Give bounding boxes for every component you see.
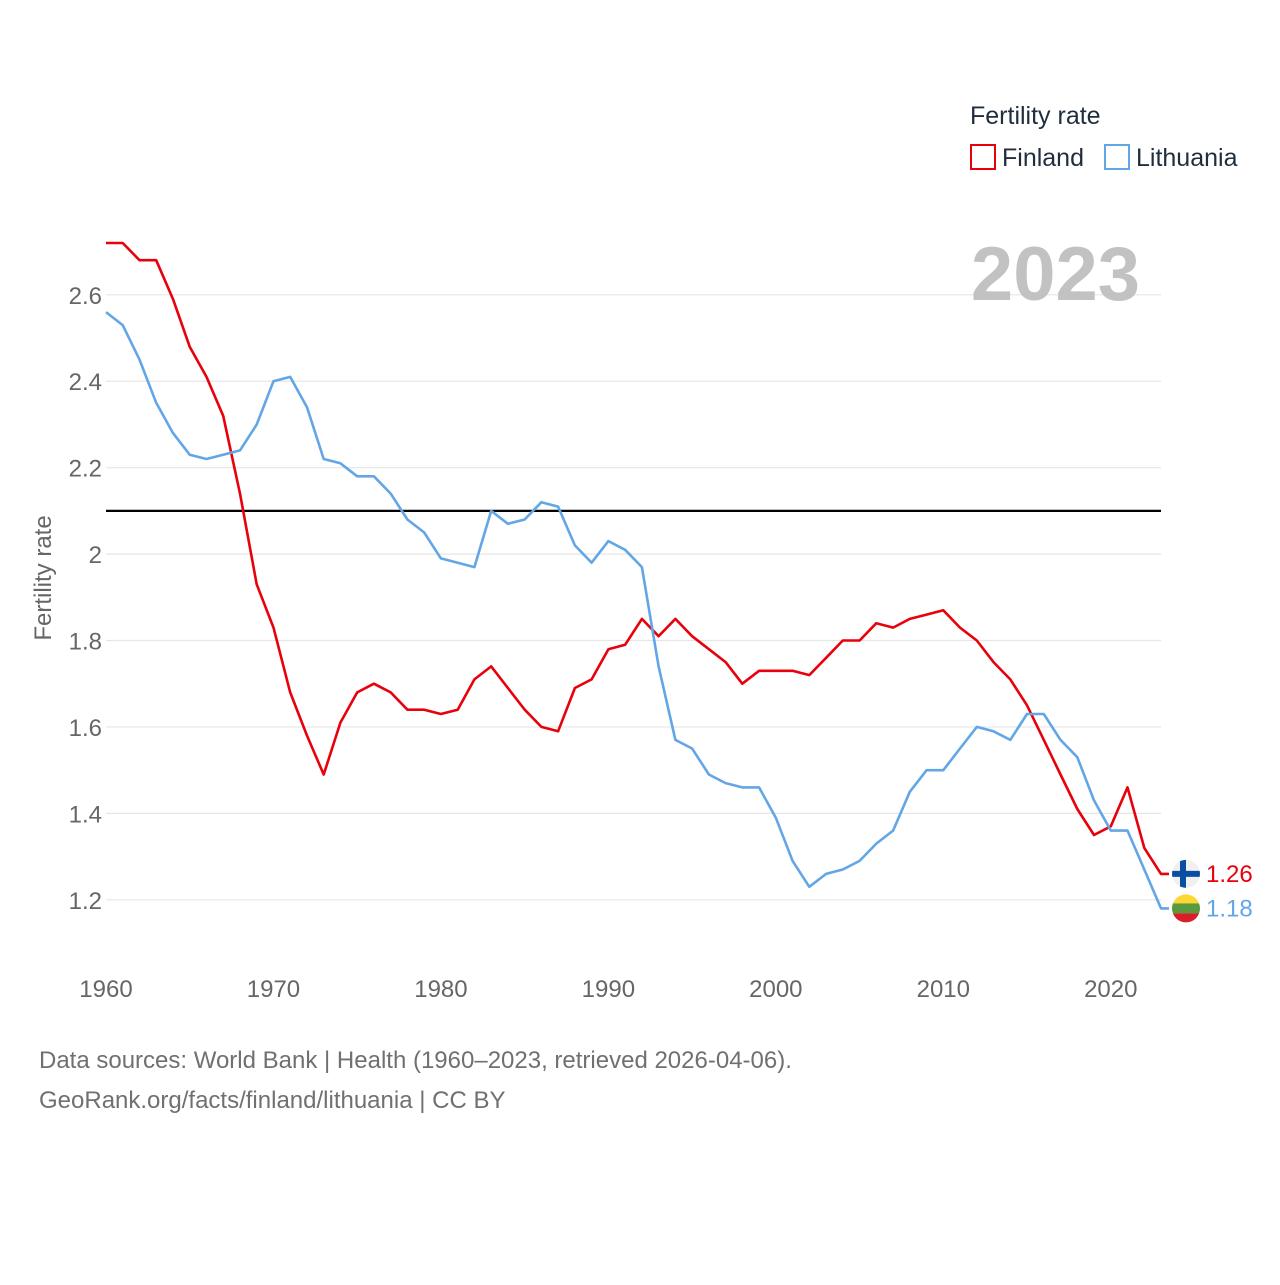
end-markers: 1.26 1.18 xyxy=(1171,859,1253,924)
x-tick-label: 1980 xyxy=(414,976,467,1003)
year-watermark: 2023 xyxy=(971,232,1140,317)
y-tick-label: 2.2 xyxy=(69,456,102,483)
x-tick-label: 2020 xyxy=(1084,976,1137,1003)
end-value-label-lithuania: 1.18 xyxy=(1206,895,1253,922)
legend-swatch-lithuania xyxy=(1105,145,1129,169)
series-line-finland[interactable] xyxy=(106,243,1169,874)
x-tick-label: 1990 xyxy=(582,976,635,1003)
fertility-line-chart: 1.2 1.4 1.6 1.8 2 2.2 2.4 2.6 1960 1970 1980 1990 2… xyxy=(0,0,1280,1280)
gridlines xyxy=(106,295,1161,900)
legend-label-lithuania: Lithuania xyxy=(1136,144,1238,172)
lithuania-flag-icon xyxy=(1171,893,1201,923)
legend-title: Fertility rate xyxy=(970,102,1101,130)
y-tick-label: 2.6 xyxy=(69,283,102,310)
legend-item-finland[interactable]: Finland xyxy=(971,144,1084,172)
y-tick-label: 1.8 xyxy=(69,629,102,656)
finland-flag-icon xyxy=(1171,859,1201,889)
y-tick-label: 2.4 xyxy=(69,369,102,396)
y-tick-label: 1.2 xyxy=(69,888,102,915)
y-tick-label: 1.6 xyxy=(69,715,102,742)
y-axis-ticks: 1.2 1.4 1.6 1.8 2 2.2 2.4 2.6 xyxy=(69,283,102,915)
source-line-1: Data sources: World Bank | Health (1960–… xyxy=(39,1047,792,1074)
y-tick-label: 2 xyxy=(89,542,102,569)
x-tick-label: 1970 xyxy=(247,976,300,1003)
end-value-label-finland: 1.26 xyxy=(1206,861,1253,888)
legend-label-finland: Finland xyxy=(1002,144,1084,172)
x-tick-label: 1960 xyxy=(79,976,132,1003)
series-lines xyxy=(106,243,1169,908)
legend-item-lithuania[interactable]: Lithuania xyxy=(1105,144,1238,172)
legend: Fertility rate Finland Lithuania xyxy=(970,102,1238,172)
x-tick-label: 2010 xyxy=(917,976,970,1003)
y-axis-title: Fertility rate xyxy=(30,515,57,640)
x-tick-label: 2000 xyxy=(749,976,802,1003)
source-line-2[interactable]: GeoRank.org/facts/finland/lithuania | CC… xyxy=(39,1087,505,1114)
x-axis-ticks: 1960 1970 1980 1990 2000 2010 2020 xyxy=(79,976,1137,1003)
y-tick-label: 1.4 xyxy=(69,801,102,828)
chart-root: 1.2 1.4 1.6 1.8 2 2.2 2.4 2.6 1960 1970 1980 1990 2… xyxy=(0,0,1280,1280)
legend-swatch-finland xyxy=(971,145,995,169)
